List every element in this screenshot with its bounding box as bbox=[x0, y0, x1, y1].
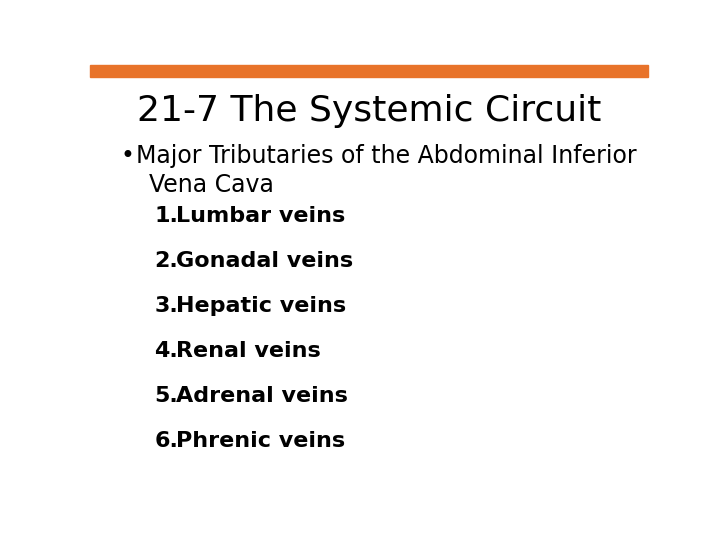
Text: Gonadal veins: Gonadal veins bbox=[176, 251, 354, 271]
Text: •: • bbox=[121, 144, 135, 168]
Text: Vena Cava: Vena Cava bbox=[148, 173, 274, 197]
Text: 6.: 6. bbox=[154, 431, 178, 451]
Text: 5.: 5. bbox=[154, 386, 178, 406]
Text: 21-7 The Systemic Circuit: 21-7 The Systemic Circuit bbox=[137, 94, 601, 128]
Bar bbox=[90, 65, 648, 77]
Text: Renal veins: Renal veins bbox=[176, 341, 321, 361]
Text: Phrenic veins: Phrenic veins bbox=[176, 431, 346, 451]
Text: 3.: 3. bbox=[154, 296, 178, 316]
Text: Lumbar veins: Lumbar veins bbox=[176, 206, 346, 226]
Text: 2.: 2. bbox=[154, 251, 178, 271]
Text: 1.: 1. bbox=[154, 206, 178, 226]
Text: Adrenal veins: Adrenal veins bbox=[176, 386, 348, 406]
Text: 4.: 4. bbox=[154, 341, 178, 361]
Text: Hepatic veins: Hepatic veins bbox=[176, 296, 346, 316]
Text: Major Tributaries of the Abdominal Inferior: Major Tributaries of the Abdominal Infer… bbox=[136, 144, 636, 168]
